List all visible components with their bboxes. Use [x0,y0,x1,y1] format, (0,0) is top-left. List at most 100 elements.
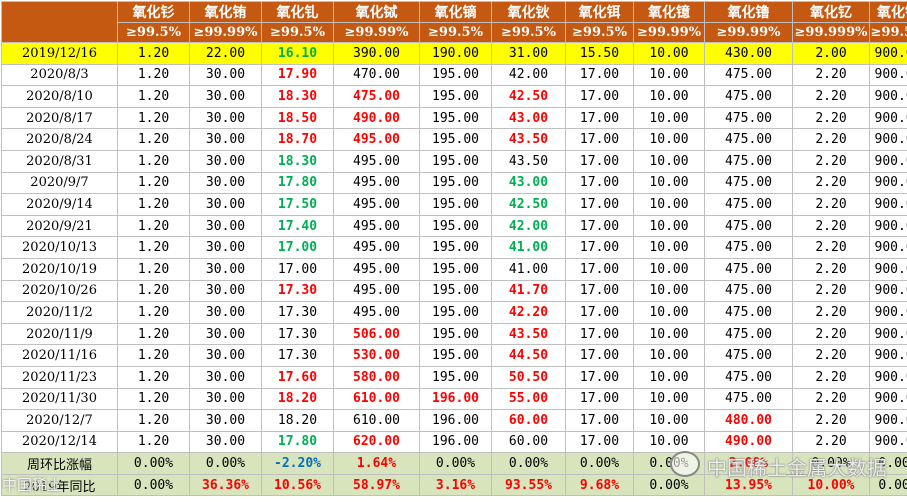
table-cell: 2.20 [792,430,870,454]
table-row: 2020/9/7 1.20 30.00 17.80 495.00 195.00 43.00 1… [1,171,907,195]
table-cell: 10.00 [633,193,705,216]
table-cell: 42.00 [491,214,566,238]
table-row: 2020/11/23 1.20 30.00 17.60 580.00 195.00 50.5… [1,365,907,389]
header-row-purity: ≥99.5% ≥99.99% ≥99.5% ≥99.99% ≥99.5% ≥99.5% ≥9… [2,22,907,43]
table-cell: 0.00% [565,452,634,475]
table-cell: 17.00 [565,257,634,281]
table-cell: 195.00 [419,214,492,238]
table-cell: 2.20 [792,214,870,238]
table-cell: 195.00 [419,149,492,173]
table-cell: 43.00 [491,106,566,130]
table-cell: 30.00 [189,63,262,87]
table-cell: 195.00 [419,365,492,389]
table-cell: 30.00 [189,85,262,108]
table-cell: 17.00 [261,236,334,259]
table-cell: 195.00 [419,193,492,216]
table-row: 2020/10/19 1.20 30.00 17.00 495.00 195.00 41.0… [1,257,907,281]
table-cell: 17.00 [565,214,634,238]
summary-row: 2019年同比 0.00% 36.36% 10.56% 58.97% 3.16% 93.55… [1,473,907,497]
table-cell: 10.00 [633,171,705,195]
table-row: 2019/12/16 1.20 22.00 16.10 390.00 190.00 31.0… [1,42,907,65]
table-row: 2020/9/14 1.20 30.00 17.50 495.00 195.00 42.50… [1,193,907,216]
table-cell: 1.20 [117,409,190,432]
table-cell: 30.00 [189,214,262,238]
table-cell: 10.00 [633,430,705,454]
table-cell: 195.00 [419,322,492,346]
table-cell: 30.00 [189,409,262,432]
table-cell: 1.20 [117,214,190,238]
table-cell: 10.00 [633,387,705,411]
row-label: 2020/11/30 [1,387,118,411]
table-cell: 475.00 [704,322,793,346]
row-label: 2020/12/7 [1,409,118,432]
column-header-name: 氧化镥 [704,1,793,23]
table-cell: 42.20 [491,301,566,324]
table-cell: 10.00 [633,257,705,281]
table-cell: 10.00 [633,301,705,324]
row-label: 2020/11/23 [1,365,118,389]
table-cell: 1.20 [117,322,190,346]
table-cell: 43.50 [491,149,566,173]
column-header-purity: ≥99.5% [419,22,492,43]
table-cell: 30.00 [189,106,262,130]
table-cell: 900.00 [869,171,907,195]
table-cell: 900.00 [869,257,907,281]
table-cell: 22.00 [189,42,262,65]
row-label: 2020/11/16 [1,344,118,367]
column-header-purity: ≥99.99% [333,22,420,43]
table-cell: 13.95% [704,473,793,497]
table-cell: 475.00 [704,128,793,151]
table-cell: 17.00 [565,236,634,259]
table-cell: 1.20 [117,301,190,324]
table-cell: 475.00 [704,365,793,389]
row-label: 2020/10/26 [1,279,118,303]
table-cell: 475.00 [704,279,793,303]
table-row: 2020/12/14 1.20 30.00 17.80 620.00 196.00 60.0… [1,430,907,454]
table-cell: 30.00 [189,344,262,367]
table-cell: 475.00 [704,344,793,367]
table-cell: 30.00 [189,236,262,259]
table-cell: 495.00 [333,301,420,324]
table-cell: 17.00 [565,63,634,87]
column-header-name: 氧化铕 [189,1,262,23]
table-cell: 2.20 [792,106,870,130]
table-cell: 50.50 [491,365,566,389]
table-row: 2020/8/17 1.20 30.00 18.50 490.00 195.00 43.00… [1,106,907,130]
table-row: 2020/11/30 1.20 30.00 18.20 610.00 196.00 55.0… [1,387,907,411]
table-cell: 17.60 [261,365,334,389]
table-row: 2020/11/16 1.20 30.00 17.30 530.00 195.00 44.5… [1,344,907,367]
table-cell: 1.20 [117,85,190,108]
header-corner [1,1,118,43]
table-row: 2020/11/9 1.20 30.00 17.30 506.00 195.00 43.50… [1,322,907,346]
table-cell: 30.00 [189,193,262,216]
table-cell: 0.00% [792,452,870,475]
table-cell: 495.00 [333,279,420,303]
table-cell: 195.00 [419,171,492,195]
table-cell: 1.20 [117,171,190,195]
table-cell: 506.00 [333,322,420,346]
summary-row: 周环比涨幅 0.00% 0.00% -2.20% 1.64% 0.00% 0.00% 0.00… [1,452,907,475]
table-cell: 2.20 [792,85,870,108]
table-cell: 17.80 [261,171,334,195]
table-cell: 43.50 [491,322,566,346]
table-cell: 10.00 [633,409,705,432]
row-label: 2020/10/13 [1,236,118,259]
table-row: 2020/10/13 1.20 30.00 17.00 495.00 195.00 41.0… [1,236,907,259]
table-cell: 900.00 [869,128,907,151]
table-cell: 1.20 [117,128,190,151]
table-cell: 55.00 [491,387,566,411]
table-row: 2020/12/7 1.20 30.00 18.20 610.00 196.00 60.00… [1,409,907,432]
table-cell: 18.20 [261,387,334,411]
table-cell: 17.00 [565,106,634,130]
row-label: 2020/11/9 [1,322,118,346]
table-cell: 0.00% [189,452,262,475]
table-cell: 10.00 [633,236,705,259]
table-cell: 2.20 [792,128,870,151]
table-cell: 10.00 [633,85,705,108]
table-cell: 41.00 [491,236,566,259]
watermark-left: 中国稀土 [2,476,63,494]
table-cell: 30.00 [189,365,262,389]
table-cell: 17.00 [565,409,634,432]
row-label: 2020/8/3 [1,63,118,87]
table-cell: 900.00 [869,236,907,259]
